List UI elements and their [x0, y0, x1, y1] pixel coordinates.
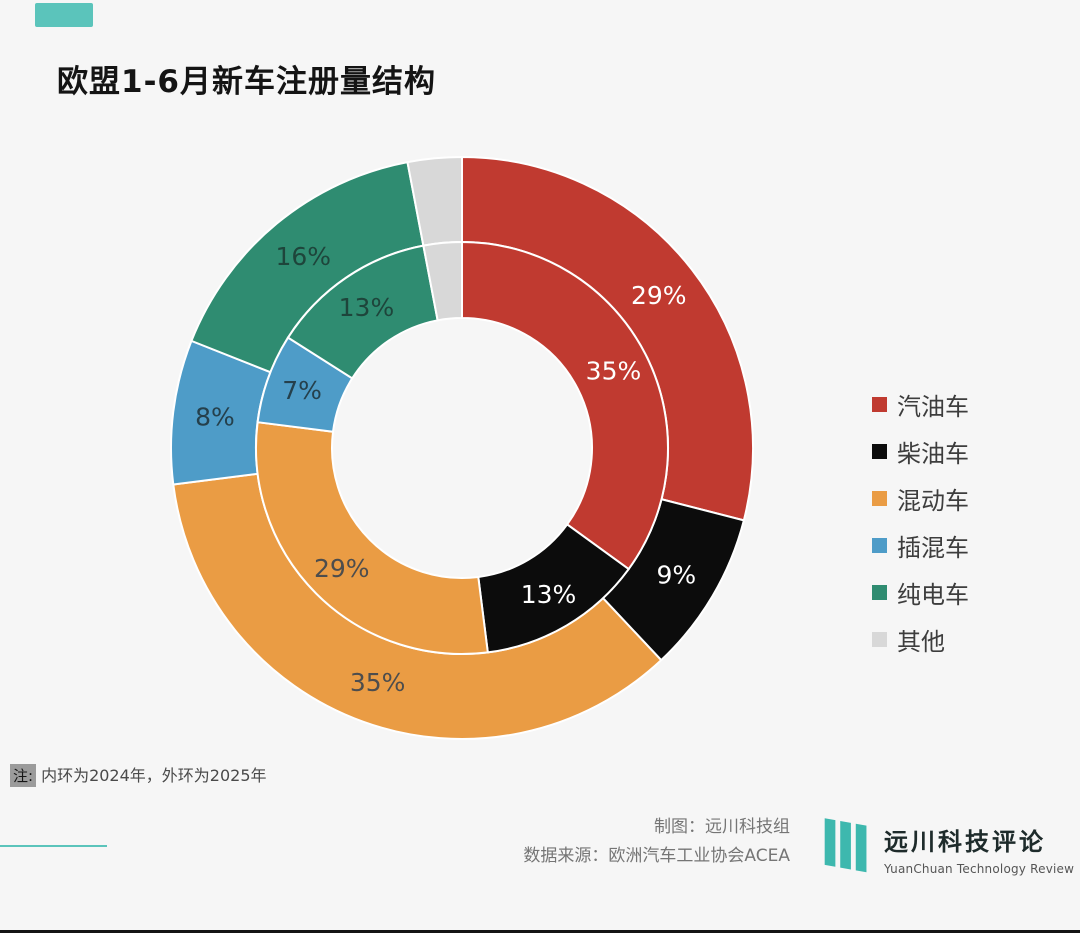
logo-text: 远川科技评论 YuanChuan Technology Review [884, 814, 1074, 876]
footnote: 注: 内环为2024年，外环为2025年 [10, 762, 267, 787]
page-title: 欧盟1-6月新车注册量结构 [57, 64, 437, 100]
bottom-border [0, 930, 1080, 933]
legend-item-纯电车: 纯电车 [872, 569, 969, 616]
note-text: 内环为2024年，外环为2025年 [41, 766, 267, 785]
slice-label-2024-插混车: 7% [282, 376, 322, 405]
legend-label: 柴油车 [897, 440, 969, 468]
credit-author: 制图：远川科技组 [654, 817, 790, 837]
chart-legend: 汽油车柴油车混动车插混车纯电车其他 [872, 381, 969, 663]
legend-item-汽油车: 汽油车 [872, 381, 969, 428]
legend-item-插混车: 插混车 [872, 522, 969, 569]
legend-swatch [872, 397, 887, 412]
slice-label-2025-插混车: 8% [195, 403, 235, 432]
slice-label-2024-汽油车: 35% [586, 357, 642, 386]
legend-swatch [872, 491, 887, 506]
slice-label-2024-柴油车: 13% [521, 580, 577, 609]
credit-source: 数据来源：欧洲汽车工业协会ACEA [523, 846, 790, 866]
slice-label-2024-混动车: 29% [314, 554, 370, 583]
donut-slice-2024-混动车 [255, 421, 489, 655]
legend-swatch [872, 585, 887, 600]
credits: 制图：远川科技组 数据来源：欧洲汽车工业协会ACEA [523, 813, 790, 871]
legend-item-其他: 其他 [872, 616, 969, 663]
note-prefix: 注: [10, 764, 37, 787]
slice-label-2025-柴油车: 9% [656, 561, 696, 590]
legend-item-混动车: 混动车 [872, 475, 969, 522]
accent-rectangle [35, 3, 93, 27]
slice-label-2025-纯电车: 16% [275, 242, 331, 271]
legend-label: 纯电车 [897, 581, 969, 609]
donut-slice-2024-汽油车 [461, 240, 669, 571]
logo-subtitle: YuanChuan Technology Review [884, 862, 1075, 876]
legend-item-柴油车: 柴油车 [872, 428, 969, 475]
bottom-left-line [0, 845, 107, 847]
logo-name: 远川科技评论 [884, 828, 1046, 856]
legend-label: 混动车 [897, 487, 969, 515]
legend-label: 插混车 [897, 534, 969, 562]
legend-swatch [872, 632, 887, 647]
slice-label-2024-纯电车: 13% [339, 293, 395, 322]
legend-label: 汽油车 [897, 393, 969, 421]
legend-swatch [872, 444, 887, 459]
donut-slice-2024-其他 [422, 240, 463, 322]
logo: 远川科技评论 YuanChuan Technology Review [822, 814, 1074, 884]
legend-label: 其他 [897, 628, 945, 656]
slice-label-2025-汽油车: 29% [631, 281, 687, 310]
slice-label-2025-混动车: 35% [350, 668, 406, 697]
yuanchuan-bars-icon [822, 816, 874, 884]
legend-swatch [872, 538, 887, 553]
